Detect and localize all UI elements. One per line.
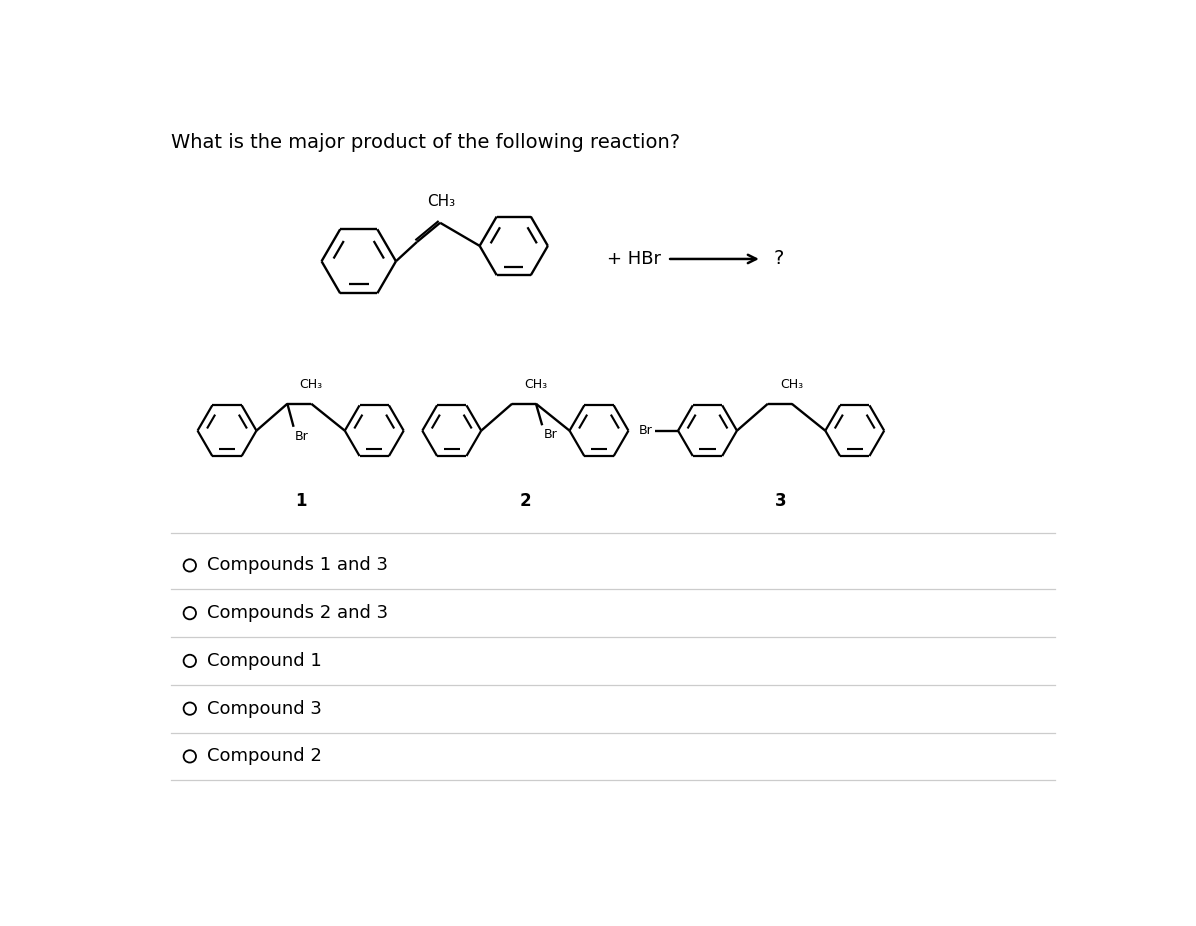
- Text: 3: 3: [775, 493, 787, 510]
- Text: What is the major product of the following reaction?: What is the major product of the followi…: [171, 132, 681, 152]
- Text: Compound 1: Compound 1: [207, 652, 322, 669]
- Text: Compound 3: Compound 3: [207, 700, 322, 718]
- Text: + HBr: + HBr: [606, 250, 660, 268]
- Text: Compound 2: Compound 2: [207, 747, 322, 766]
- Text: Compounds 1 and 3: Compounds 1 and 3: [207, 557, 388, 574]
- Text: CH₃: CH₃: [524, 379, 548, 392]
- Text: 1: 1: [295, 493, 306, 510]
- Text: CH₃: CH₃: [300, 379, 323, 392]
- Text: Br: Br: [295, 430, 309, 443]
- Text: ?: ?: [774, 249, 783, 269]
- Text: CH₃: CH₃: [428, 194, 456, 209]
- Text: Br: Br: [544, 429, 557, 442]
- Text: Compounds 2 and 3: Compounds 2 and 3: [207, 604, 388, 622]
- Text: CH₃: CH₃: [780, 379, 804, 392]
- Text: 2: 2: [519, 493, 531, 510]
- Text: Br: Br: [639, 424, 653, 437]
